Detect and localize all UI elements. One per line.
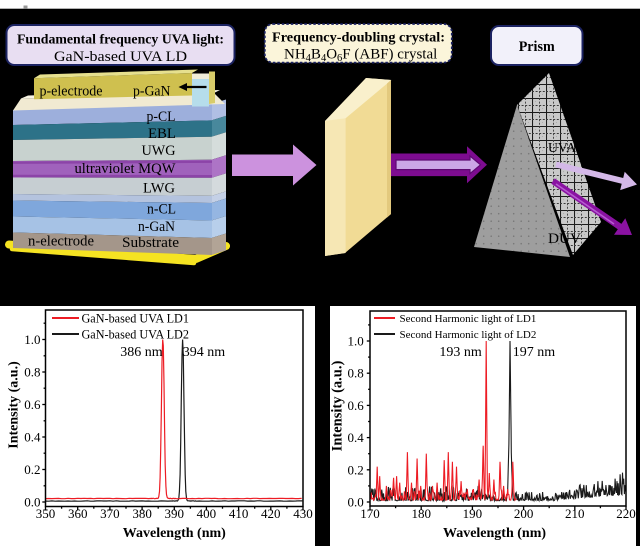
svg-text:UWG: UWG	[142, 143, 176, 159]
svg-text:380: 380	[132, 506, 152, 521]
svg-text:0.6: 0.6	[24, 397, 41, 412]
svg-text:190: 190	[463, 506, 483, 521]
svg-text:UVA: UVA	[548, 141, 577, 156]
svg-text:0.6: 0.6	[347, 398, 364, 413]
svg-text:GaN-based UVA LD2: GaN-based UVA LD2	[82, 327, 189, 341]
svg-text:197 nm: 197 nm	[513, 345, 556, 360]
svg-text:1.0: 1.0	[347, 334, 363, 349]
svg-text:Frequency-doubling crystal:: Frequency-doubling crystal:	[272, 30, 445, 45]
svg-text:GaN-based UVA LD1: GaN-based UVA LD1	[82, 311, 189, 325]
svg-text:0.4: 0.4	[24, 430, 41, 445]
svg-text:0.2: 0.2	[347, 462, 363, 477]
svg-text:350: 350	[36, 506, 56, 521]
svg-text:GaN-based UVA LD: GaN-based UVA LD	[54, 49, 187, 65]
svg-text:0.0: 0.0	[347, 495, 363, 510]
svg-text:180: 180	[411, 506, 431, 521]
svg-text:Wavelength (nm): Wavelength (nm)	[443, 526, 546, 541]
svg-text:394 nm: 394 nm	[183, 345, 226, 360]
svg-text:LWG: LWG	[143, 180, 175, 196]
svg-text:Prism: Prism	[519, 39, 555, 55]
svg-text:430: 430	[293, 506, 313, 521]
svg-text:Fundamental frequency UVA ligh: Fundamental frequency UVA light:	[17, 33, 224, 48]
svg-text:193 nm: 193 nm	[439, 345, 482, 360]
svg-text:220: 220	[616, 506, 636, 521]
svg-text:0.2: 0.2	[24, 462, 40, 477]
svg-text:Intensity (a.u.): Intensity (a.u.)	[330, 361, 346, 452]
svg-text:390: 390	[165, 506, 185, 521]
svg-text:n-CL: n-CL	[147, 202, 176, 218]
svg-text:400: 400	[197, 506, 217, 521]
svg-text:210: 210	[565, 506, 585, 521]
svg-text:ultraviolet MQW: ultraviolet MQW	[75, 161, 177, 177]
svg-text:170: 170	[360, 506, 380, 521]
svg-text:DUV: DUV	[548, 231, 581, 247]
svg-text:0.8: 0.8	[347, 366, 363, 381]
svg-text:n-electrode: n-electrode	[28, 234, 94, 250]
svg-text:1.0: 1.0	[24, 332, 40, 347]
svg-text:420: 420	[261, 506, 281, 521]
svg-text:Wavelength (nm): Wavelength (nm)	[123, 526, 226, 541]
svg-text:p-CL: p-CL	[147, 109, 176, 125]
svg-text:Second Harmonic light of LD1: Second Harmonic light of LD1	[400, 313, 537, 325]
svg-text:0.8: 0.8	[24, 365, 40, 380]
svg-text:360: 360	[68, 506, 88, 521]
svg-text:410: 410	[229, 506, 249, 521]
svg-text:200: 200	[514, 506, 534, 521]
svg-text:p-GaN: p-GaN	[133, 84, 171, 100]
svg-text:Substrate: Substrate	[122, 235, 179, 251]
svg-text:p-electrode: p-electrode	[40, 84, 103, 100]
svg-text:0.4: 0.4	[347, 430, 364, 445]
svg-text:370: 370	[100, 506, 120, 521]
svg-text:EBL: EBL	[148, 126, 176, 142]
svg-text:0.0: 0.0	[24, 495, 40, 510]
svg-text:Intensity (a.u.): Intensity (a.u.)	[7, 361, 22, 449]
svg-text:n-GaN: n-GaN	[138, 219, 175, 235]
svg-text:Second Harmonic light of LD2: Second Harmonic light of LD2	[400, 329, 537, 341]
svg-text:386 nm: 386 nm	[120, 345, 163, 360]
